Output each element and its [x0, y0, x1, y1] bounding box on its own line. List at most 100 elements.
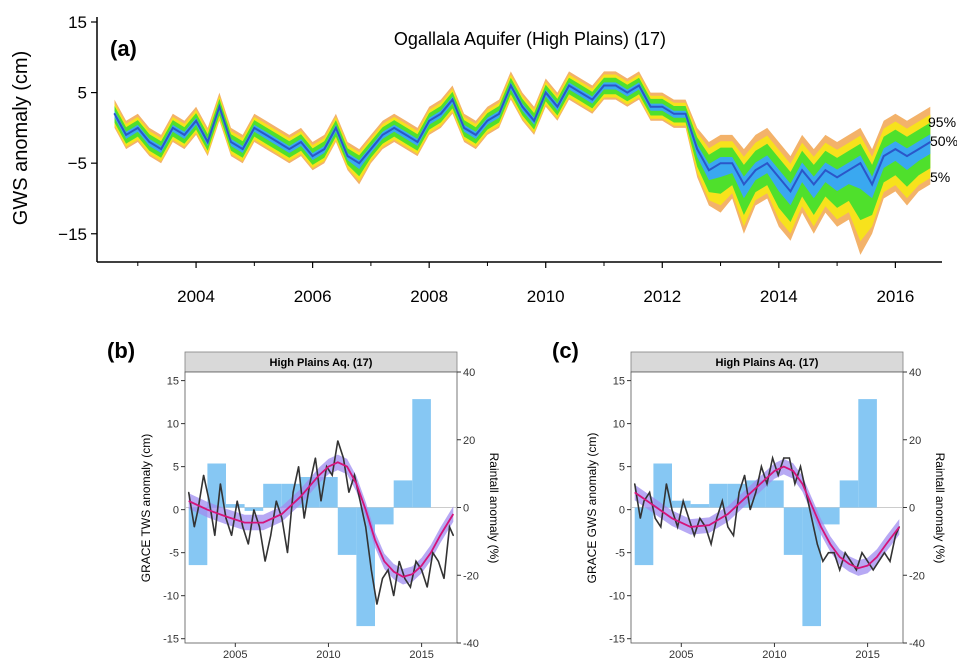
median-point [463, 127, 465, 129]
left-ytick-label: -15 [163, 634, 179, 646]
median-point [417, 141, 419, 143]
grace-point [348, 492, 349, 493]
xtick-label: 2015 [409, 649, 433, 659]
median-point [405, 134, 407, 136]
median-point [114, 113, 116, 115]
median-point [265, 134, 267, 136]
grace-point [671, 509, 672, 510]
grace-point [817, 544, 818, 545]
rainfall-bar [412, 399, 431, 507]
grace-point [811, 518, 812, 519]
median-point [487, 120, 489, 122]
grace-point [248, 544, 249, 545]
median-point [382, 134, 384, 136]
grace-point [739, 492, 740, 493]
grace-point [443, 578, 444, 579]
grace-point [315, 457, 316, 458]
median-point [533, 120, 535, 122]
rainfall-bar [263, 484, 282, 508]
grace-point [884, 552, 885, 553]
grace-point [705, 526, 706, 527]
grace-point [332, 475, 333, 476]
panel-a-ytick-label: 5 [78, 84, 87, 103]
panel-a-xtick-label: 2010 [527, 287, 565, 306]
median-point [440, 113, 442, 115]
left-ytick-label: -5 [169, 548, 179, 560]
median-point [778, 177, 780, 179]
panel-b-ylabel: GRACE TWS anomaly (cm) [139, 434, 153, 582]
median-point [685, 113, 687, 115]
band-label-50: 50% [930, 133, 957, 149]
grace-point [449, 526, 450, 527]
grace-point [895, 535, 896, 536]
median-point [755, 169, 757, 171]
grace-point [225, 518, 226, 519]
median-point [428, 120, 430, 122]
median-point [766, 162, 768, 164]
median-point [836, 177, 838, 179]
median-point [813, 184, 815, 186]
grace-point [699, 518, 700, 519]
grace-point [861, 552, 862, 553]
panel-a-xtick-label: 2008 [410, 287, 448, 306]
grace-point [388, 569, 389, 570]
median-point [743, 184, 745, 186]
panel-c: (c) High Plains Aq. (17) GRACE GWS anoma… [552, 338, 947, 659]
grace-point [194, 526, 195, 527]
panel-a-xtick-label: 2012 [643, 287, 681, 306]
median-point [160, 148, 162, 150]
median-point [801, 169, 803, 171]
median-point [452, 99, 454, 101]
grace-point [214, 535, 215, 536]
median-point [883, 155, 885, 157]
median-point [720, 162, 722, 164]
grace-point [293, 492, 294, 493]
median-point [137, 127, 139, 129]
grace-point [265, 561, 266, 562]
median-point [592, 99, 594, 101]
grace-point [660, 526, 661, 527]
rainfall-bar [821, 508, 840, 525]
grace-point [253, 509, 254, 510]
grace-point [237, 500, 238, 501]
grace-point [453, 535, 454, 536]
left-ytick-label: 0 [173, 505, 179, 517]
grace-point [889, 561, 890, 562]
median-point [673, 113, 675, 115]
median-point [475, 134, 477, 136]
median-point [557, 106, 559, 108]
grace-point [270, 535, 271, 536]
left-ytick-label: 10 [167, 419, 179, 431]
right-ytick-label: -20 [463, 570, 479, 582]
grace-point [634, 483, 635, 484]
median-point [289, 148, 291, 150]
left-ytick-label: 0 [619, 505, 625, 517]
grace-point [755, 492, 756, 493]
median-point [790, 191, 792, 193]
xtick-label: 2010 [762, 649, 786, 659]
median-point [498, 113, 500, 115]
right-ytick-label: 20 [463, 435, 475, 447]
grace-point [376, 604, 377, 605]
xtick-label: 2010 [316, 649, 340, 659]
median-point [125, 134, 127, 136]
grace-point [649, 492, 650, 493]
panel-a-xtick-label: 2004 [177, 287, 215, 306]
band-label-95: 95% [928, 114, 956, 130]
median-point [207, 141, 209, 143]
xtick-label: 2005 [223, 649, 247, 659]
median-point [522, 106, 524, 108]
rainfall-bar [858, 399, 877, 507]
grace-point [427, 587, 428, 588]
left-ytick-label: -10 [163, 591, 179, 603]
grace-point [694, 535, 695, 536]
rainfall-bar [189, 508, 208, 566]
grace-point [839, 569, 840, 570]
median-point [627, 92, 629, 94]
grace-point [382, 578, 383, 579]
left-ytick-label: 15 [613, 376, 625, 388]
grace-point [259, 526, 260, 527]
median-point [895, 148, 897, 150]
grace-point [783, 457, 784, 458]
panel-a-title: Ogallala Aquifer (High Plains) (17) [394, 29, 666, 49]
